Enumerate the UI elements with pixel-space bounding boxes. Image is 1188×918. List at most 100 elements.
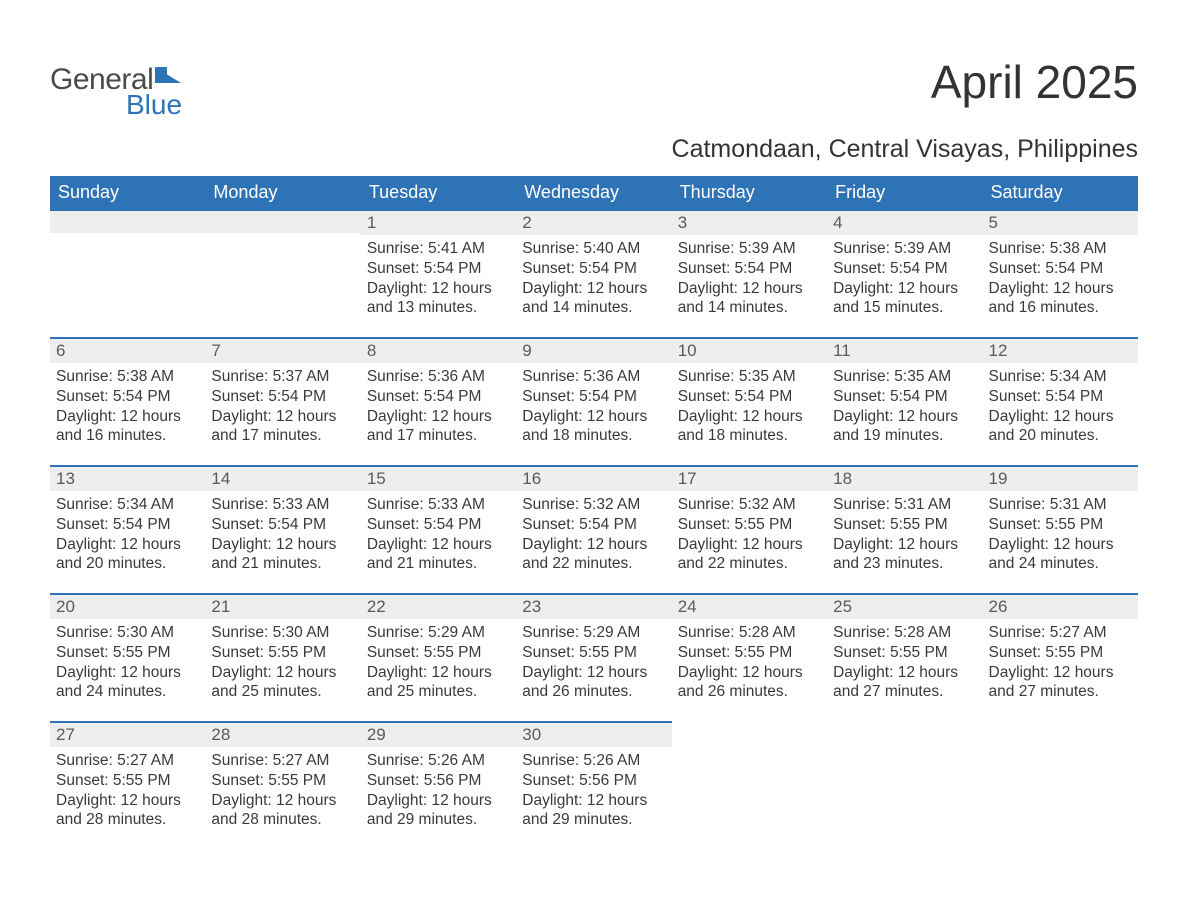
day-sunrise: Sunrise: 5:27 AM	[989, 623, 1132, 643]
day-sunrise: Sunrise: 5:32 AM	[522, 495, 665, 515]
day-daylight2: and 25 minutes.	[211, 682, 354, 702]
day-number: 17	[672, 465, 827, 491]
day-sunset: Sunset: 5:54 PM	[678, 259, 821, 279]
day-sunrise: Sunrise: 5:26 AM	[522, 751, 665, 771]
weekday-header: Saturday	[983, 176, 1138, 209]
day-details: Sunrise: 5:31 AMSunset: 5:55 PMDaylight:…	[827, 491, 982, 576]
calendar-day-cell: 20Sunrise: 5:30 AMSunset: 5:55 PMDayligh…	[50, 593, 205, 721]
day-sunset: Sunset: 5:54 PM	[678, 387, 821, 407]
empty-day-band	[205, 209, 360, 233]
day-number: 19	[983, 465, 1138, 491]
day-number: 30	[516, 721, 671, 747]
calendar-day-cell: 5Sunrise: 5:38 AMSunset: 5:54 PMDaylight…	[983, 209, 1138, 337]
day-daylight1: Daylight: 12 hours	[989, 279, 1132, 299]
day-daylight2: and 21 minutes.	[211, 554, 354, 574]
day-daylight2: and 17 minutes.	[211, 426, 354, 446]
day-sunrise: Sunrise: 5:28 AM	[678, 623, 821, 643]
day-daylight1: Daylight: 12 hours	[989, 407, 1132, 427]
day-sunset: Sunset: 5:55 PM	[56, 643, 199, 663]
day-number: 12	[983, 337, 1138, 363]
logo: General Blue	[50, 55, 181, 129]
day-sunset: Sunset: 5:54 PM	[211, 515, 354, 535]
day-daylight1: Daylight: 12 hours	[833, 279, 976, 299]
day-details: Sunrise: 5:41 AMSunset: 5:54 PMDaylight:…	[361, 235, 516, 320]
month-title: April 2025	[931, 55, 1138, 109]
day-number: 29	[361, 721, 516, 747]
location-subtitle: Catmondaan, Central Visayas, Philippines	[50, 135, 1138, 164]
day-number: 5	[983, 209, 1138, 235]
day-daylight2: and 29 minutes.	[367, 810, 510, 830]
day-sunset: Sunset: 5:54 PM	[833, 387, 976, 407]
day-daylight2: and 14 minutes.	[522, 298, 665, 318]
day-daylight2: and 18 minutes.	[678, 426, 821, 446]
day-details: Sunrise: 5:30 AMSunset: 5:55 PMDaylight:…	[205, 619, 360, 704]
day-details: Sunrise: 5:29 AMSunset: 5:55 PMDaylight:…	[361, 619, 516, 704]
day-daylight2: and 24 minutes.	[989, 554, 1132, 574]
day-sunrise: Sunrise: 5:38 AM	[989, 239, 1132, 259]
day-daylight1: Daylight: 12 hours	[833, 663, 976, 683]
day-daylight2: and 21 minutes.	[367, 554, 510, 574]
day-daylight1: Daylight: 12 hours	[678, 535, 821, 555]
day-details: Sunrise: 5:33 AMSunset: 5:54 PMDaylight:…	[361, 491, 516, 576]
calendar-week-row: 13Sunrise: 5:34 AMSunset: 5:54 PMDayligh…	[50, 465, 1138, 593]
day-number: 28	[205, 721, 360, 747]
day-daylight2: and 20 minutes.	[56, 554, 199, 574]
day-number: 14	[205, 465, 360, 491]
day-sunset: Sunset: 5:54 PM	[522, 259, 665, 279]
day-details: Sunrise: 5:35 AMSunset: 5:54 PMDaylight:…	[672, 363, 827, 448]
calendar-day-cell: 7Sunrise: 5:37 AMSunset: 5:54 PMDaylight…	[205, 337, 360, 465]
calendar-day-cell: 6Sunrise: 5:38 AMSunset: 5:54 PMDaylight…	[50, 337, 205, 465]
day-sunrise: Sunrise: 5:36 AM	[522, 367, 665, 387]
day-number: 21	[205, 593, 360, 619]
day-daylight2: and 18 minutes.	[522, 426, 665, 446]
day-daylight1: Daylight: 12 hours	[833, 407, 976, 427]
day-daylight2: and 22 minutes.	[522, 554, 665, 574]
calendar-table: SundayMondayTuesdayWednesdayThursdayFrid…	[50, 176, 1138, 849]
day-sunset: Sunset: 5:54 PM	[522, 515, 665, 535]
day-details: Sunrise: 5:33 AMSunset: 5:54 PMDaylight:…	[205, 491, 360, 576]
day-daylight1: Daylight: 12 hours	[522, 279, 665, 299]
day-daylight1: Daylight: 12 hours	[989, 663, 1132, 683]
calendar-day-cell: 18Sunrise: 5:31 AMSunset: 5:55 PMDayligh…	[827, 465, 982, 593]
day-sunrise: Sunrise: 5:28 AM	[833, 623, 976, 643]
day-sunrise: Sunrise: 5:36 AM	[367, 367, 510, 387]
weekday-header: Thursday	[672, 176, 827, 209]
calendar-day-cell: 24Sunrise: 5:28 AMSunset: 5:55 PMDayligh…	[672, 593, 827, 721]
day-sunset: Sunset: 5:55 PM	[211, 771, 354, 791]
day-number: 7	[205, 337, 360, 363]
calendar-empty-cell	[672, 721, 827, 849]
day-daylight1: Daylight: 12 hours	[56, 535, 199, 555]
day-daylight1: Daylight: 12 hours	[211, 407, 354, 427]
day-daylight2: and 27 minutes.	[833, 682, 976, 702]
day-sunset: Sunset: 5:54 PM	[367, 387, 510, 407]
day-sunset: Sunset: 5:54 PM	[989, 387, 1132, 407]
day-sunrise: Sunrise: 5:30 AM	[56, 623, 199, 643]
page-header: General Blue April 2025	[50, 55, 1138, 129]
calendar-empty-cell	[827, 721, 982, 849]
day-daylight1: Daylight: 12 hours	[678, 663, 821, 683]
calendar-day-cell: 28Sunrise: 5:27 AMSunset: 5:55 PMDayligh…	[205, 721, 360, 849]
day-number: 24	[672, 593, 827, 619]
day-number: 15	[361, 465, 516, 491]
weekday-header: Friday	[827, 176, 982, 209]
day-number: 4	[827, 209, 982, 235]
calendar-day-cell: 30Sunrise: 5:26 AMSunset: 5:56 PMDayligh…	[516, 721, 671, 849]
day-sunrise: Sunrise: 5:35 AM	[678, 367, 821, 387]
day-sunset: Sunset: 5:55 PM	[989, 643, 1132, 663]
calendar-day-cell: 12Sunrise: 5:34 AMSunset: 5:54 PMDayligh…	[983, 337, 1138, 465]
day-daylight2: and 19 minutes.	[833, 426, 976, 446]
day-details: Sunrise: 5:32 AMSunset: 5:55 PMDaylight:…	[672, 491, 827, 576]
day-sunset: Sunset: 5:54 PM	[367, 259, 510, 279]
day-daylight2: and 29 minutes.	[522, 810, 665, 830]
day-daylight1: Daylight: 12 hours	[56, 663, 199, 683]
calendar-day-cell: 2Sunrise: 5:40 AMSunset: 5:54 PMDaylight…	[516, 209, 671, 337]
day-details: Sunrise: 5:28 AMSunset: 5:55 PMDaylight:…	[827, 619, 982, 704]
day-number: 22	[361, 593, 516, 619]
weekday-header: Monday	[205, 176, 360, 209]
calendar-week-row: 27Sunrise: 5:27 AMSunset: 5:55 PMDayligh…	[50, 721, 1138, 849]
day-details: Sunrise: 5:39 AMSunset: 5:54 PMDaylight:…	[672, 235, 827, 320]
day-details: Sunrise: 5:27 AMSunset: 5:55 PMDaylight:…	[205, 747, 360, 832]
day-daylight1: Daylight: 12 hours	[367, 791, 510, 811]
calendar-day-cell: 22Sunrise: 5:29 AMSunset: 5:55 PMDayligh…	[361, 593, 516, 721]
day-details: Sunrise: 5:34 AMSunset: 5:54 PMDaylight:…	[50, 491, 205, 576]
